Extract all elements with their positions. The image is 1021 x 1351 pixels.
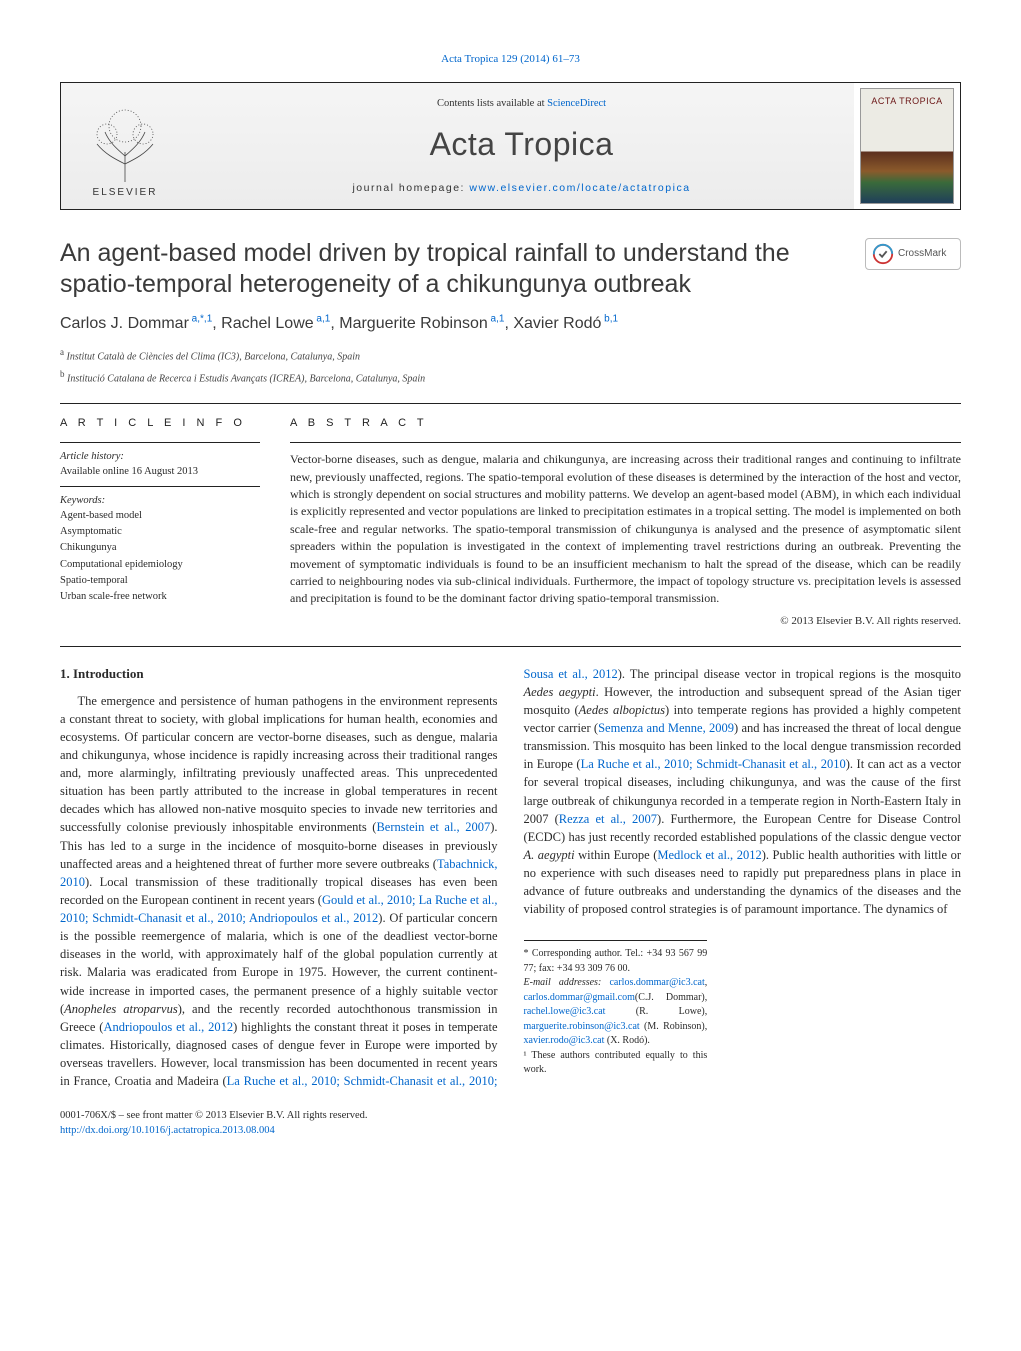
citation-link[interactable]: Rezza et al., 2007	[559, 812, 657, 826]
contents-available-line: Contents lists available at ScienceDirec…	[437, 96, 606, 111]
crossmark-label: CrossMark	[898, 247, 946, 262]
email-person: (R. Lowe),	[605, 1006, 707, 1017]
sciencedirect-link[interactable]: ScienceDirect	[547, 98, 606, 109]
intro-text: within Europe (	[575, 848, 658, 862]
affiliation-mark: b	[60, 369, 65, 379]
journal-banner: ELSEVIER Contents lists available at Sci…	[60, 82, 961, 210]
banner-center: Contents lists available at ScienceDirec…	[189, 83, 854, 209]
journal-name: Acta Tropica	[430, 121, 614, 167]
abstract-column: A B S T R A C T Vector-borne diseases, s…	[290, 416, 961, 629]
footer-band: 0001-706X/$ – see front matter © 2013 El…	[60, 1108, 961, 1138]
publisher-logo-block: ELSEVIER	[61, 83, 189, 209]
author-affil-marks: b,1	[601, 314, 618, 325]
species-name: Aedes albopictus	[579, 703, 665, 717]
keyword-item: Asymptomatic	[60, 524, 260, 539]
citation-link[interactable]: Semenza and Menne, 2009	[598, 721, 734, 735]
crossmark-badge[interactable]: CrossMark	[865, 238, 961, 270]
article-history-value: Available online 16 August 2013	[60, 464, 260, 479]
crossmark-icon	[872, 243, 894, 265]
rule-bottom	[60, 646, 961, 647]
intro-text: ). The principal disease vector in tropi…	[618, 667, 961, 681]
citation-link[interactable]: Bernstein et al., 2007	[376, 820, 490, 834]
article-title: An agent-based model driven by tropical …	[60, 238, 847, 301]
corresponding-author-note: * Corresponding author. Tel.: +34 93 567…	[524, 947, 708, 976]
keywords-label: Keywords:	[60, 493, 260, 508]
author-name: Rachel Lowe	[221, 315, 314, 332]
author-name: Carlos J. Dommar	[60, 315, 189, 332]
abstract-copyright: © 2013 Elsevier B.V. All rights reserved…	[290, 614, 961, 630]
email-link[interactable]: carlos.dommar@ic3.cat	[609, 977, 704, 988]
species-name: A. aegypti	[524, 848, 575, 862]
journal-reference-link[interactable]: Acta Tropica 129 (2014) 61–73	[441, 53, 580, 65]
equal-contribution-note: ¹ These authors contributed equally to t…	[524, 1049, 708, 1078]
author-name: Xavier Rodó	[513, 315, 601, 332]
homepage-prefix: journal homepage:	[352, 182, 469, 194]
species-name: Aedes aegypti	[524, 685, 596, 699]
section-heading-intro: 1. Introduction	[60, 665, 498, 684]
affiliation-mark: a	[60, 347, 64, 357]
affiliation-line: b Institució Catalana de Recerca i Estud…	[60, 368, 961, 387]
email-link[interactable]: carlos.dommar@gmail.com	[524, 992, 635, 1003]
keyword-item: Computational epidemiology	[60, 557, 260, 572]
article-history-label: Article history:	[60, 449, 260, 464]
contents-prefix: Contents lists available at	[437, 98, 547, 109]
publisher-name: ELSEVIER	[93, 186, 158, 201]
email-person: (M. Robinson),	[640, 1021, 708, 1032]
email-person: (X. Rodó).	[604, 1035, 650, 1046]
keyword-item: Spatio-temporal	[60, 573, 260, 588]
abstract-heading: A B S T R A C T	[290, 416, 961, 432]
author-affil-marks: a,*,1	[189, 314, 212, 325]
email-link[interactable]: xavier.rodo@ic3.cat	[524, 1035, 605, 1046]
email-addresses-line: E-mail addresses: carlos.dommar@ic3.cat,…	[524, 976, 708, 1049]
intro-text: The emergence and persistence of human p…	[60, 694, 498, 835]
journal-homepage-line: journal homepage: www.elsevier.com/locat…	[352, 181, 690, 196]
journal-homepage-link[interactable]: www.elsevier.com/locate/actatropica	[469, 182, 690, 194]
citation-link[interactable]: Andriopoulos et al., 2012	[103, 1020, 233, 1034]
author-line: Carlos J. Dommar a,*,1, Rachel Lowe a,1,…	[60, 312, 961, 335]
abstract-text: Vector-borne diseases, such as dengue, m…	[290, 451, 961, 608]
journal-reference: Acta Tropica 129 (2014) 61–73	[60, 52, 961, 68]
cover-title: ACTA TROPICA	[861, 95, 953, 108]
journal-cover-thumb: ACTA TROPICA	[860, 88, 954, 204]
rule-top	[60, 403, 961, 404]
footnotes-block: * Corresponding author. Tel.: +34 93 567…	[524, 940, 708, 1078]
keyword-item: Agent-based model	[60, 508, 260, 523]
email-person: (C.J. Dommar),	[635, 992, 707, 1003]
doi-link[interactable]: http://dx.doi.org/10.1016/j.actatropica.…	[60, 1125, 275, 1136]
email-label: E-mail addresses:	[524, 977, 610, 988]
affiliation-line: a Institut Català de Ciències del Clima …	[60, 346, 961, 365]
elsevier-tree-icon: ELSEVIER	[70, 91, 180, 201]
author-affil-marks: a,1	[314, 314, 331, 325]
article-info-heading: A R T I C L E I N F O	[60, 416, 260, 432]
article-info-column: A R T I C L E I N F O Article history: A…	[60, 416, 260, 629]
intro-paragraph-1: The emergence and persistence of human p…	[60, 665, 961, 1091]
keyword-item: Urban scale-free network	[60, 589, 260, 604]
email-link[interactable]: marguerite.robinson@ic3.cat	[524, 1021, 640, 1032]
keyword-item: Chikungunya	[60, 540, 260, 555]
author-affil-marks: a,1	[488, 314, 505, 325]
journal-cover-block: ACTA TROPICA	[854, 83, 960, 209]
email-link[interactable]: rachel.lowe@ic3.cat	[524, 1006, 606, 1017]
citation-link[interactable]: Medlock et al., 2012	[657, 848, 761, 862]
author-name: Marguerite Robinson	[339, 315, 488, 332]
species-name: Anopheles atroparvus	[64, 1002, 178, 1016]
citation-link[interactable]: La Ruche et al., 2010; Schmidt-Chanasit …	[581, 757, 846, 771]
issn-line: 0001-706X/$ – see front matter © 2013 El…	[60, 1108, 961, 1123]
